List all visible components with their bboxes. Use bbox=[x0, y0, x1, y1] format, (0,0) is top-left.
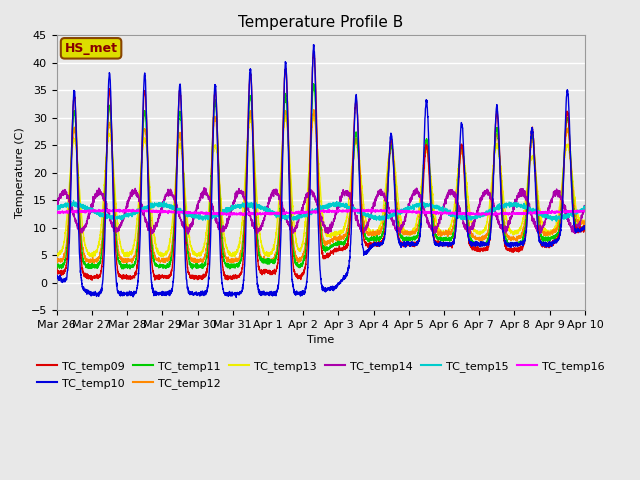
TC_temp11 bbox=[581, 224, 589, 229]
X-axis label: Time: Time bbox=[307, 336, 335, 346]
TC_temp13 bbox=[581, 219, 589, 225]
TC_temp11 bbox=[53, 266, 61, 272]
TC_temp14 bbox=[200, 185, 208, 191]
TC_temp14 bbox=[382, 196, 390, 202]
TC_temp12 bbox=[166, 254, 174, 260]
TC_temp09 bbox=[372, 240, 380, 245]
TC_temp14 bbox=[53, 205, 61, 211]
Text: HS_met: HS_met bbox=[65, 42, 118, 55]
TC_temp16 bbox=[53, 209, 61, 215]
TC_temp16 bbox=[226, 213, 234, 218]
TC_temp16 bbox=[581, 209, 589, 215]
TC_temp12 bbox=[382, 200, 390, 206]
TC_temp15 bbox=[552, 218, 560, 224]
TC_temp16 bbox=[382, 208, 390, 214]
TC_temp10 bbox=[53, 275, 61, 280]
TC_temp09 bbox=[88, 277, 96, 283]
TC_temp09 bbox=[310, 48, 317, 54]
TC_temp15 bbox=[581, 204, 589, 210]
TC_temp14 bbox=[581, 203, 589, 208]
TC_temp11 bbox=[581, 225, 589, 231]
TC_temp10 bbox=[372, 242, 380, 248]
TC_temp11 bbox=[310, 81, 317, 86]
TC_temp09 bbox=[531, 166, 539, 172]
TC_temp13 bbox=[382, 185, 390, 191]
TC_temp12 bbox=[581, 218, 589, 224]
TC_temp13 bbox=[200, 240, 208, 246]
TC_temp09 bbox=[382, 220, 390, 226]
TC_temp10 bbox=[166, 291, 173, 297]
Legend: TC_temp09, TC_temp10, TC_temp11, TC_temp12, TC_temp13, TC_temp14, TC_temp15, TC_: TC_temp09, TC_temp10, TC_temp11, TC_temp… bbox=[33, 357, 609, 393]
TC_temp15 bbox=[166, 204, 174, 210]
TC_temp11 bbox=[166, 260, 174, 266]
TC_temp14 bbox=[184, 231, 192, 237]
TC_temp11 bbox=[372, 239, 380, 244]
TC_temp10 bbox=[581, 225, 589, 230]
Y-axis label: Temperature (C): Temperature (C) bbox=[15, 127, 25, 218]
Line: TC_temp15: TC_temp15 bbox=[57, 201, 585, 221]
TC_temp12 bbox=[581, 219, 589, 225]
TC_temp15 bbox=[200, 213, 208, 219]
TC_temp11 bbox=[531, 160, 539, 166]
TC_temp13 bbox=[53, 252, 61, 258]
Line: TC_temp16: TC_temp16 bbox=[57, 209, 585, 216]
TC_temp10 bbox=[531, 174, 539, 180]
TC_temp14 bbox=[581, 204, 589, 210]
Line: TC_temp14: TC_temp14 bbox=[57, 188, 585, 234]
Line: TC_temp11: TC_temp11 bbox=[57, 84, 585, 269]
TC_temp13 bbox=[372, 228, 380, 234]
TC_temp10 bbox=[310, 42, 317, 48]
TC_temp13 bbox=[531, 166, 539, 172]
TC_temp14 bbox=[166, 192, 173, 198]
TC_temp12 bbox=[310, 107, 317, 113]
TC_temp09 bbox=[200, 274, 208, 279]
TC_temp16 bbox=[581, 208, 589, 214]
TC_temp11 bbox=[200, 261, 208, 267]
TC_temp15 bbox=[53, 204, 61, 210]
TC_temp15 bbox=[531, 210, 539, 216]
TC_temp12 bbox=[531, 160, 539, 166]
TC_temp12 bbox=[90, 260, 98, 266]
TC_temp12 bbox=[200, 254, 208, 260]
TC_temp14 bbox=[200, 187, 208, 193]
TC_temp11 bbox=[382, 213, 390, 219]
Line: TC_temp12: TC_temp12 bbox=[57, 110, 585, 263]
TC_temp12 bbox=[53, 259, 61, 265]
TC_temp13 bbox=[88, 255, 96, 261]
Line: TC_temp09: TC_temp09 bbox=[57, 51, 585, 280]
TC_temp09 bbox=[581, 225, 589, 231]
TC_temp13 bbox=[166, 238, 174, 244]
Line: TC_temp13: TC_temp13 bbox=[57, 115, 585, 258]
TC_temp15 bbox=[381, 214, 389, 220]
TC_temp15 bbox=[372, 217, 380, 223]
TC_temp09 bbox=[53, 265, 61, 271]
TC_temp10 bbox=[232, 295, 240, 300]
TC_temp09 bbox=[581, 227, 589, 233]
TC_temp13 bbox=[581, 219, 589, 225]
TC_temp16 bbox=[166, 208, 173, 214]
TC_temp16 bbox=[200, 210, 208, 216]
TC_temp11 bbox=[53, 264, 61, 269]
TC_temp10 bbox=[382, 225, 390, 230]
TC_temp13 bbox=[246, 112, 254, 118]
TC_temp12 bbox=[372, 229, 380, 235]
TC_temp10 bbox=[200, 290, 208, 296]
TC_temp09 bbox=[166, 274, 174, 279]
TC_temp16 bbox=[531, 209, 539, 215]
TC_temp14 bbox=[531, 224, 539, 230]
TC_temp16 bbox=[372, 207, 380, 213]
TC_temp10 bbox=[581, 223, 589, 229]
Line: TC_temp10: TC_temp10 bbox=[57, 45, 585, 298]
Title: Temperature Profile B: Temperature Profile B bbox=[238, 15, 403, 30]
TC_temp16 bbox=[367, 206, 375, 212]
TC_temp15 bbox=[581, 204, 589, 210]
TC_temp15 bbox=[70, 198, 77, 204]
TC_temp14 bbox=[372, 193, 380, 199]
